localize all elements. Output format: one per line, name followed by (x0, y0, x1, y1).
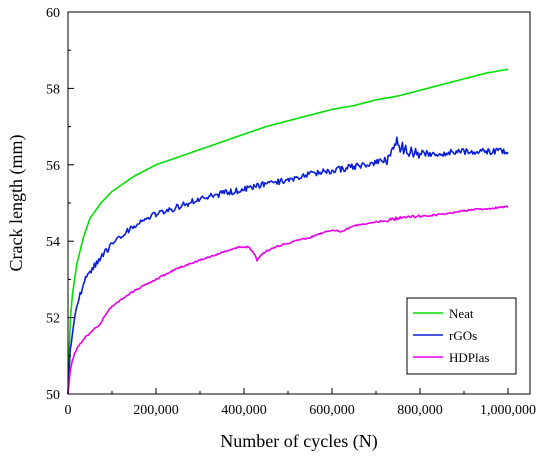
y-tick-label: 58 (46, 82, 60, 97)
y-tick-label: 60 (46, 6, 60, 21)
legend: Neat rGOs HDPlas (406, 297, 517, 375)
x-axis-title: Number of cycles (N) (220, 431, 377, 452)
legend-label-hdplas: HDPlas (449, 350, 489, 365)
y-tick-label: 54 (46, 235, 60, 250)
y-tick-label: 56 (46, 159, 60, 174)
series-layer (67, 68, 509, 395)
legend-label-rgos: rGOs (449, 328, 477, 343)
y-axis-title: Crack length (mm) (6, 135, 27, 272)
series-line-rgos (67, 136, 509, 395)
series-line-hdplas (67, 205, 509, 395)
x-tick-label: 200,000 (133, 403, 179, 418)
x-tick-label: 600,000 (309, 403, 355, 418)
legend-label-neat: Neat (449, 306, 474, 321)
x-tick-label: 400,000 (221, 403, 267, 418)
legend-box (406, 297, 517, 375)
y-tick-label: 52 (46, 312, 60, 327)
x-tick-label: 800,000 (397, 403, 443, 418)
x-tick-label: 0 (65, 403, 72, 418)
x-tick-label: 1,000,000 (480, 403, 536, 418)
y-tick-label: 50 (46, 388, 60, 403)
series-line-neat (67, 68, 509, 395)
ticks-layer: 0 200,000 400,000 600,000 800,000 1,000,000 50… (46, 6, 536, 418)
